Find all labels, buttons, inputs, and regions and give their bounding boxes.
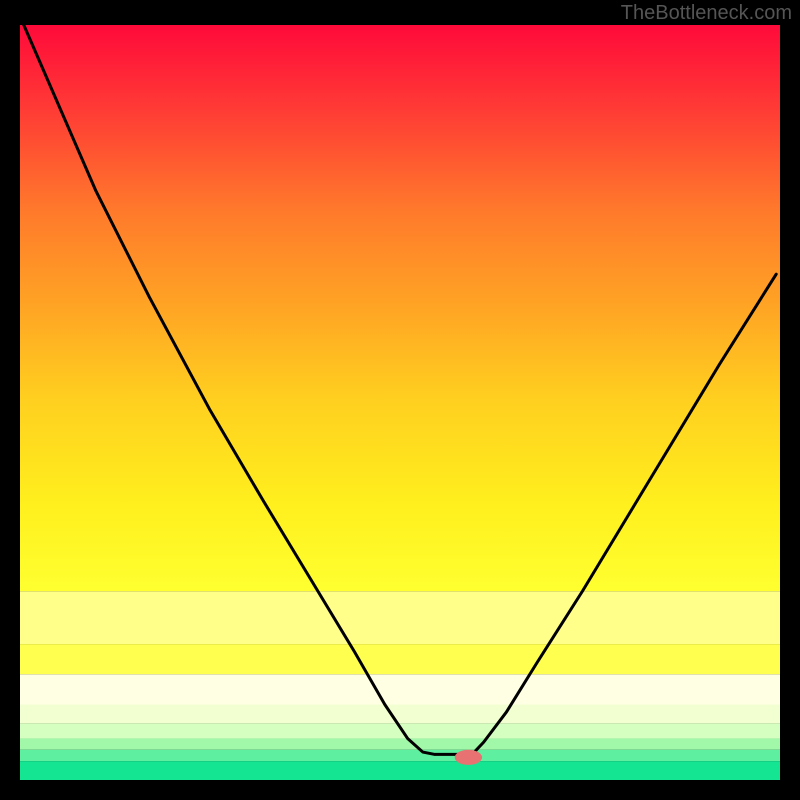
gradient-band [20, 591, 780, 644]
optimum-marker [455, 750, 482, 765]
gradient-band [20, 705, 780, 724]
gradient-band [20, 644, 780, 674]
gradient-band [20, 750, 780, 761]
attribution-text: TheBottleneck.com [621, 2, 792, 25]
gradient-band [20, 738, 780, 749]
bottleneck-chart [0, 0, 800, 800]
gradient-band [20, 761, 780, 780]
gradient-band [20, 674, 780, 704]
gradient-band [20, 25, 780, 591]
